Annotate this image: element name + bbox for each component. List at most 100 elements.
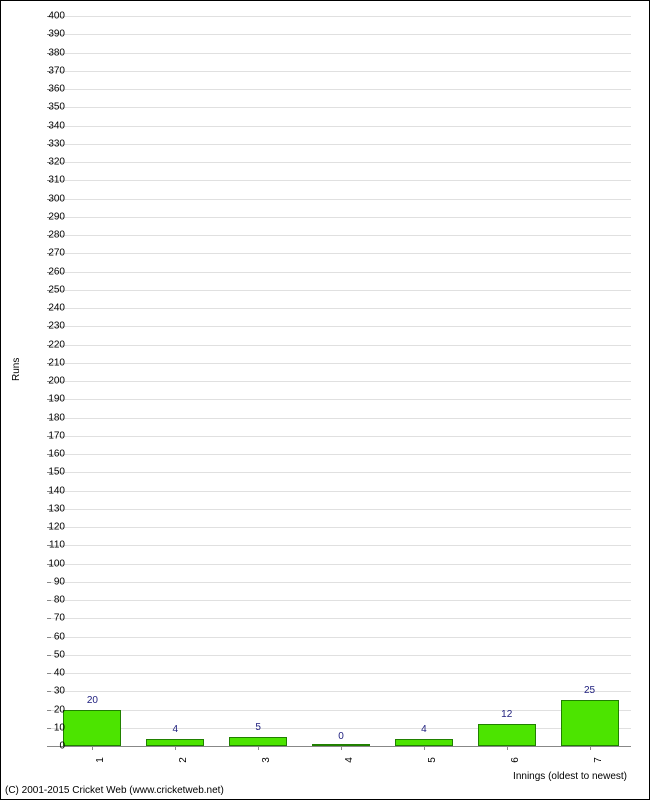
ytick-label: 260 (35, 266, 65, 277)
plot-area: 20 4 5 0 4 12 25 (51, 16, 631, 747)
gridline (51, 272, 631, 273)
bar (478, 724, 536, 746)
gridline (51, 144, 631, 145)
ytick-label: 30 (35, 686, 65, 697)
gridline (51, 363, 631, 364)
ytick-label: 10 (35, 722, 65, 733)
xtick-label: 2 (178, 757, 189, 763)
gridline (51, 199, 631, 200)
ytick-label: 370 (35, 65, 65, 76)
gridline (51, 345, 631, 346)
ytick-label: 290 (35, 211, 65, 222)
ytick-label: 20 (35, 704, 65, 715)
ytick-label: 160 (35, 449, 65, 460)
gridline (51, 655, 631, 656)
xtick-mark (258, 746, 259, 750)
ytick-label: 200 (35, 376, 65, 387)
ytick-label: 50 (35, 649, 65, 660)
ytick-label: 180 (35, 412, 65, 423)
xtick-mark (590, 746, 591, 750)
ytick-label: 70 (35, 613, 65, 624)
bar (561, 700, 619, 746)
gridline (51, 381, 631, 382)
gridline (51, 89, 631, 90)
xtick-label: 5 (427, 757, 438, 763)
ytick-label: 170 (35, 430, 65, 441)
gridline (51, 180, 631, 181)
copyright-text: (C) 2001-2015 Cricket Web (www.cricketwe… (5, 785, 224, 796)
xtick-mark (341, 746, 342, 750)
xtick-label: 7 (593, 757, 604, 763)
ytick-label: 390 (35, 29, 65, 40)
gridline (51, 618, 631, 619)
ytick-label: 220 (35, 339, 65, 350)
gridline (51, 491, 631, 492)
bar (229, 737, 287, 746)
gridline (51, 217, 631, 218)
xtick-label: 6 (510, 757, 521, 763)
gridline (51, 637, 631, 638)
ytick-label: 360 (35, 84, 65, 95)
gridline (51, 418, 631, 419)
ytick-label: 140 (35, 485, 65, 496)
ytick-label: 130 (35, 503, 65, 514)
ytick-label: 0 (35, 741, 65, 752)
xtick-mark (507, 746, 508, 750)
ytick-label: 150 (35, 467, 65, 478)
gridline (51, 472, 631, 473)
gridline (51, 545, 631, 546)
gridline (51, 71, 631, 72)
ytick-label: 270 (35, 248, 65, 259)
gridline (51, 53, 631, 54)
bar-value-label: 12 (501, 709, 512, 720)
bar-value-label: 4 (421, 724, 427, 735)
gridline (51, 290, 631, 291)
ytick-label: 120 (35, 522, 65, 533)
gridline (51, 564, 631, 565)
ytick-label: 100 (35, 558, 65, 569)
xtick-label: 3 (261, 757, 272, 763)
bar-value-label: 25 (584, 685, 595, 696)
x-axis-label: Innings (oldest to newest) (513, 771, 627, 782)
gridline (51, 235, 631, 236)
gridline (51, 34, 631, 35)
gridline (51, 253, 631, 254)
xtick-label: 1 (95, 757, 106, 763)
ytick-label: 240 (35, 303, 65, 314)
bar-value-label: 20 (87, 695, 98, 706)
bar (63, 710, 121, 747)
ytick-label: 310 (35, 175, 65, 186)
ytick-label: 280 (35, 230, 65, 241)
gridline (51, 126, 631, 127)
gridline (51, 673, 631, 674)
ytick-label: 190 (35, 394, 65, 405)
ytick-label: 110 (35, 540, 65, 551)
gridline (51, 308, 631, 309)
bar-value-label: 4 (173, 724, 179, 735)
bar-value-label: 5 (255, 722, 261, 733)
ytick-label: 40 (35, 668, 65, 679)
ytick-label: 350 (35, 102, 65, 113)
ytick-label: 400 (35, 11, 65, 22)
bar (146, 739, 204, 746)
gridline (51, 399, 631, 400)
gridline (51, 326, 631, 327)
bar (395, 739, 453, 746)
gridline (51, 600, 631, 601)
gridline (51, 710, 631, 711)
gridline (51, 454, 631, 455)
xtick-mark (424, 746, 425, 750)
gridline (51, 582, 631, 583)
gridline (51, 16, 631, 17)
xtick-mark (175, 746, 176, 750)
gridline (51, 691, 631, 692)
xtick-mark (92, 746, 93, 750)
chart-container: 2045041225 Runs Innings (oldest to newes… (0, 0, 650, 800)
ytick-label: 60 (35, 631, 65, 642)
ytick-label: 210 (35, 357, 65, 368)
ytick-label: 230 (35, 321, 65, 332)
bar-value-label: 0 (338, 731, 344, 742)
xtick-label: 4 (344, 757, 355, 763)
gridline (51, 107, 631, 108)
ytick-label: 330 (35, 138, 65, 149)
